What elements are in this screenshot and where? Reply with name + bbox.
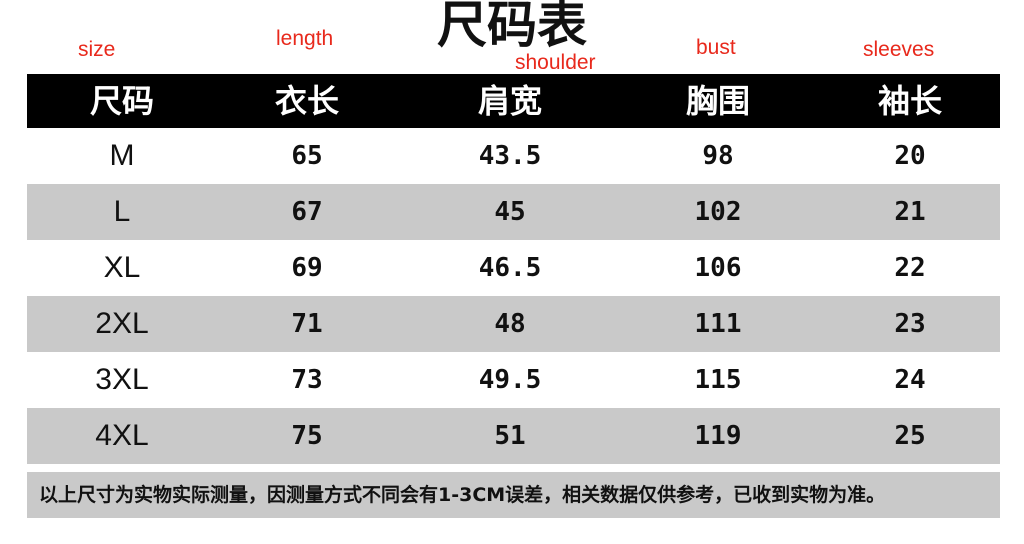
- cell-sleeves: 25: [894, 421, 926, 451]
- header-shoulder: 肩宽: [477, 82, 542, 120]
- cell-bust: 98: [702, 141, 734, 171]
- cell-bust: 111: [694, 309, 742, 339]
- cell-bust: 115: [694, 365, 742, 395]
- cell-sleeves: 24: [894, 365, 926, 395]
- header-size: 尺码: [89, 82, 154, 120]
- footer-note: 以上尺寸为实物实际测量，因测量方式不同会有1-3CM误差，相关数据仅供参考，已收…: [27, 472, 1000, 518]
- cell-shoulder: 43.5: [478, 141, 542, 171]
- cell-bust: 119: [694, 421, 742, 451]
- cell-bust: 106: [694, 253, 742, 283]
- cell-shoulder: 45: [494, 197, 526, 227]
- cell-sleeves: 22: [894, 253, 926, 283]
- table-row: M 65 43.5 98 20: [27, 128, 1000, 184]
- cell-size: XL: [103, 251, 141, 284]
- cell-sleeves: 23: [894, 309, 926, 339]
- cell-length: 67: [291, 197, 323, 227]
- header-length: 衣长: [274, 82, 339, 120]
- cell-shoulder: 46.5: [478, 253, 542, 283]
- cell-size: 4XL: [95, 419, 149, 452]
- annotation-size: size: [78, 38, 116, 61]
- table-row: L 67 45 102 21: [27, 184, 1000, 240]
- cell-length: 65: [291, 141, 323, 171]
- cell-sleeves: 21: [894, 197, 926, 227]
- chart-title: 尺码表: [437, 0, 587, 54]
- table-row: 3XL 73 49.5 115 24: [27, 352, 1000, 408]
- cell-size: 2XL: [95, 307, 149, 340]
- table-header: 尺码 衣长 肩宽 胸围 袖长: [27, 74, 1000, 128]
- table-row: 4XL 75 51 119 25: [27, 408, 1000, 464]
- annotation-shoulder: shoulder: [515, 51, 596, 74]
- annotation-bust: bust: [696, 36, 736, 59]
- cell-shoulder: 49.5: [478, 365, 542, 395]
- cell-size: M: [109, 139, 135, 172]
- table-row: 2XL 71 48 111 23: [27, 296, 1000, 352]
- cell-size: L: [113, 195, 131, 228]
- cell-length: 73: [291, 365, 323, 395]
- cell-length: 71: [291, 309, 323, 339]
- table-row: XL 69 46.5 106 22: [27, 240, 1000, 296]
- cell-shoulder: 51: [494, 421, 526, 451]
- cell-sleeves: 20: [894, 141, 926, 171]
- cell-shoulder: 48: [494, 309, 526, 339]
- header-bust: 胸围: [685, 82, 750, 120]
- annotation-sleeves: sleeves: [863, 38, 935, 61]
- cell-bust: 102: [694, 197, 742, 227]
- cell-length: 69: [291, 253, 323, 283]
- cell-size: 3XL: [95, 363, 149, 396]
- header-sleeves: 袖长: [877, 82, 942, 120]
- annotation-length: length: [276, 27, 334, 50]
- cell-length: 75: [291, 421, 323, 451]
